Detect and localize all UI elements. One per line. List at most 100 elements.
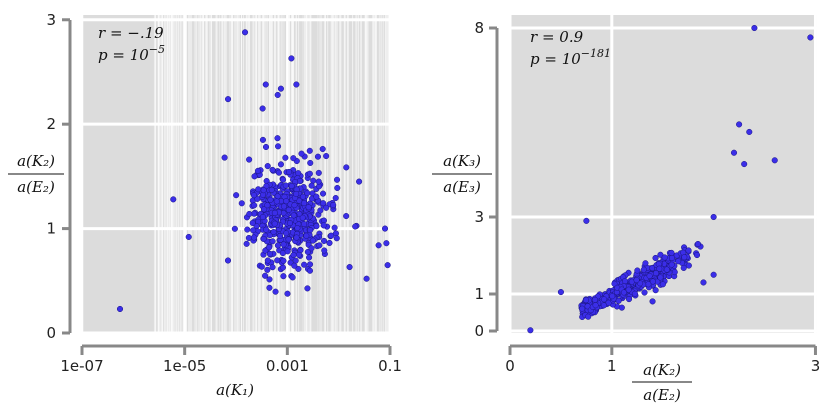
points-right [527,24,814,334]
ylabel-den-right: a(E₃) [443,178,481,196]
data-point [319,190,327,197]
ylabel-num-left: a(K₂) [17,152,55,170]
data-point [267,196,274,203]
x-tick-label: 1e-07 [60,357,103,375]
data-point [308,182,315,189]
xlabel-den-right: a(E₂) [643,386,681,404]
data-point [266,244,273,251]
data-point [625,286,632,293]
stat-r-right: r = 0.9 [530,28,584,46]
plot-area-left [82,15,390,333]
data-point [306,267,314,274]
data-point [652,254,659,262]
data-point [250,234,257,241]
data-point [333,176,341,183]
data-point [316,242,323,249]
data-point [262,81,269,88]
data-point [618,304,625,311]
data-point [280,176,287,183]
y-tick-label: 1 [46,220,56,238]
data-point [649,278,656,285]
data-point [290,212,297,219]
data-point [663,266,670,273]
data-point [271,209,278,216]
data-point [304,285,311,292]
x-tick-label: 3 [811,357,821,375]
data-point [346,264,353,271]
data-point [307,227,314,234]
data-point [284,290,291,297]
data-point [266,276,273,283]
data-point [266,284,273,291]
data-point [268,186,275,193]
data-point [671,269,678,276]
data-point [285,206,292,213]
data-point [262,272,269,279]
data-point [260,235,267,242]
panel-left: 0 1 2 3 1e-07 1e-05 0.001 0.1 r = −.19 p = 10−5… [8,11,402,399]
data-point [746,128,753,135]
data-point [280,241,287,248]
data-point [582,297,590,304]
data-point [807,34,814,41]
stat-r-left: r = −.19 [98,24,164,42]
data-point [656,265,663,272]
y-tick-label: 0 [474,322,484,340]
data-point [333,235,340,242]
data-point [243,240,250,247]
data-point [646,272,653,279]
data-point [249,219,256,227]
data-point [274,135,281,142]
data-point [383,240,390,247]
data-point [308,245,315,252]
data-point [244,226,251,233]
data-point [323,152,330,160]
ylabel-num-right: a(K₃) [443,152,481,170]
data-point [289,274,296,281]
data-point [254,167,262,174]
data-point [260,187,267,194]
data-point [307,159,314,167]
data-point [224,96,232,103]
data-point [652,287,659,294]
data-point [263,182,270,190]
data-point [305,204,312,211]
data-point [270,228,277,236]
y-tick-label: 1 [474,285,484,303]
data-point [251,202,258,209]
data-point [293,190,300,198]
data-point [266,250,273,257]
x-tick-label: 0.1 [378,357,402,375]
data-point [771,157,778,164]
data-point [661,254,668,261]
data-point [282,182,289,189]
data-point [303,232,310,239]
data-point [221,154,228,161]
data-point [262,247,269,254]
data-point [356,178,363,185]
data-point [641,289,648,296]
data-point [246,156,253,163]
data-point [557,289,564,296]
data-point [622,278,629,285]
data-point [290,251,297,259]
data-point [315,178,322,185]
data-point [296,197,303,204]
data-point [288,55,295,62]
ylabel-den-left: a(E₂) [17,178,55,196]
x-tick-label: 1 [607,357,617,375]
data-point [527,327,534,334]
data-point [592,302,599,309]
data-point [274,257,281,264]
data-point [668,261,675,268]
data-point [313,193,320,200]
x-tick-label: 0 [505,357,515,375]
data-point [272,288,279,295]
grid-right [508,15,817,333]
data-point [320,237,328,244]
data-point [283,230,290,237]
data-point [330,201,337,209]
y-tick-label: 2 [46,115,56,133]
data-point [304,190,311,197]
data-point [730,149,738,156]
